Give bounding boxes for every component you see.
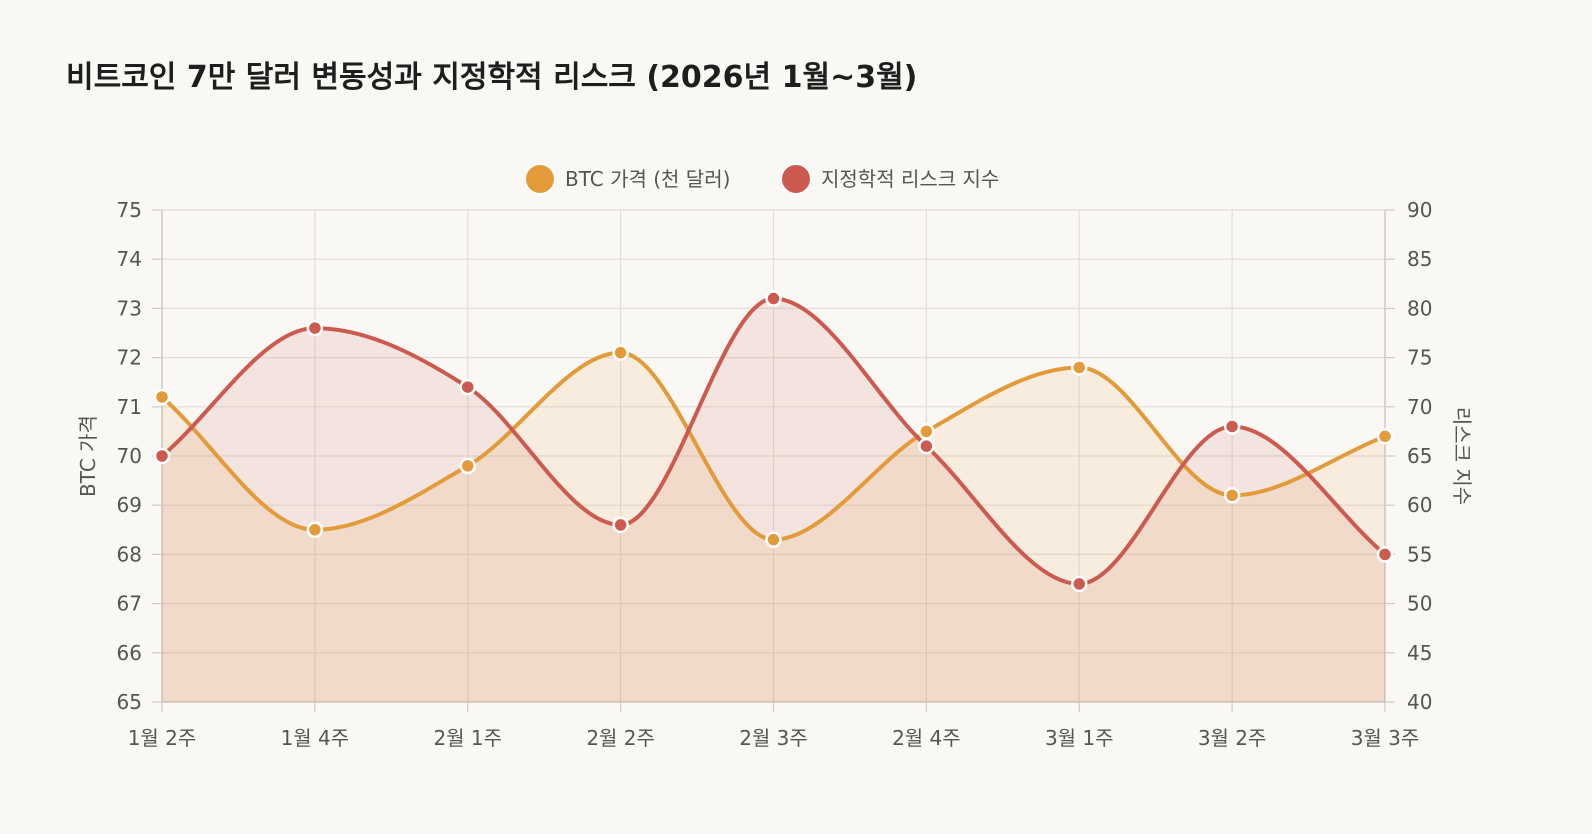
data-point xyxy=(306,319,324,337)
legend-label: 지정학적 리스크 지수 xyxy=(821,167,999,191)
x-tick-label: 3월 2주 xyxy=(1198,726,1267,750)
data-point xyxy=(918,423,935,440)
y-right-tick-label: 45 xyxy=(1407,641,1432,665)
y-right-tick-label: 90 xyxy=(1407,198,1432,222)
legend-label: BTC 가격 (천 달러) xyxy=(565,167,730,191)
data-point xyxy=(612,344,629,361)
y-right-tick-label: 65 xyxy=(1407,444,1432,468)
data-point xyxy=(153,388,171,406)
series-area-fill xyxy=(162,298,1385,702)
data-point xyxy=(1376,428,1394,445)
y-right-axis-title: 리스크 지수 xyxy=(1450,407,1474,505)
data-point xyxy=(1376,546,1394,563)
data-point xyxy=(918,437,935,455)
data-point xyxy=(153,447,171,465)
y-right-tick-label: 50 xyxy=(1407,592,1432,616)
y-left-tick-label: 70 xyxy=(117,444,142,468)
y-right-tick-label: 85 xyxy=(1407,247,1432,271)
y-right-tick-label: 40 xyxy=(1407,690,1432,714)
chart-title: 비트코인 7만 달러 변동성과 지정학적 리스크 (2026년 1월~3월) xyxy=(66,60,918,95)
y-left-tick-label: 65 xyxy=(117,690,142,714)
y-right-tick-label: 80 xyxy=(1407,296,1432,320)
legend-marker xyxy=(780,163,812,195)
y-left-tick-label: 73 xyxy=(117,296,142,320)
y-right-tick-label: 60 xyxy=(1407,493,1432,517)
data-point xyxy=(1071,359,1088,376)
data-point xyxy=(306,521,324,539)
x-tick-label: 2월 1주 xyxy=(433,726,502,750)
series-area-fill xyxy=(162,352,1385,702)
y-left-axis-title: BTC 가격 xyxy=(76,415,100,497)
data-point xyxy=(459,378,476,396)
data-point xyxy=(1223,487,1241,504)
x-tick-label: 1월 2주 xyxy=(128,726,197,750)
x-tick-label: 2월 4주 xyxy=(892,726,961,750)
x-tick-label: 2월 2주 xyxy=(586,726,655,750)
data-point xyxy=(459,457,476,475)
data-point xyxy=(765,531,782,548)
data-point xyxy=(1223,418,1241,435)
y-left-tick-label: 66 xyxy=(117,641,142,665)
y-left-tick-label: 68 xyxy=(117,542,142,566)
y-left-tick-label: 75 xyxy=(117,198,142,222)
y-left-tick-label: 67 xyxy=(117,592,142,616)
x-tick-label: 3월 1주 xyxy=(1045,726,1114,750)
x-tick-label: 2월 3주 xyxy=(739,726,808,750)
data-point xyxy=(765,290,782,307)
y-left-tick-label: 74 xyxy=(117,247,142,271)
x-tick-label: 1월 4주 xyxy=(281,726,350,750)
legend-marker xyxy=(524,163,556,195)
data-point xyxy=(612,516,629,534)
y-right-tick-label: 75 xyxy=(1407,346,1432,370)
y-right-tick-label: 70 xyxy=(1407,395,1432,419)
y-left-tick-label: 71 xyxy=(117,395,142,419)
y-left-tick-label: 69 xyxy=(117,493,142,517)
y-right-tick-label: 55 xyxy=(1407,542,1432,566)
data-point xyxy=(1071,575,1088,593)
x-tick-label: 3월 3주 xyxy=(1351,726,1420,750)
y-left-tick-label: 72 xyxy=(117,346,142,370)
